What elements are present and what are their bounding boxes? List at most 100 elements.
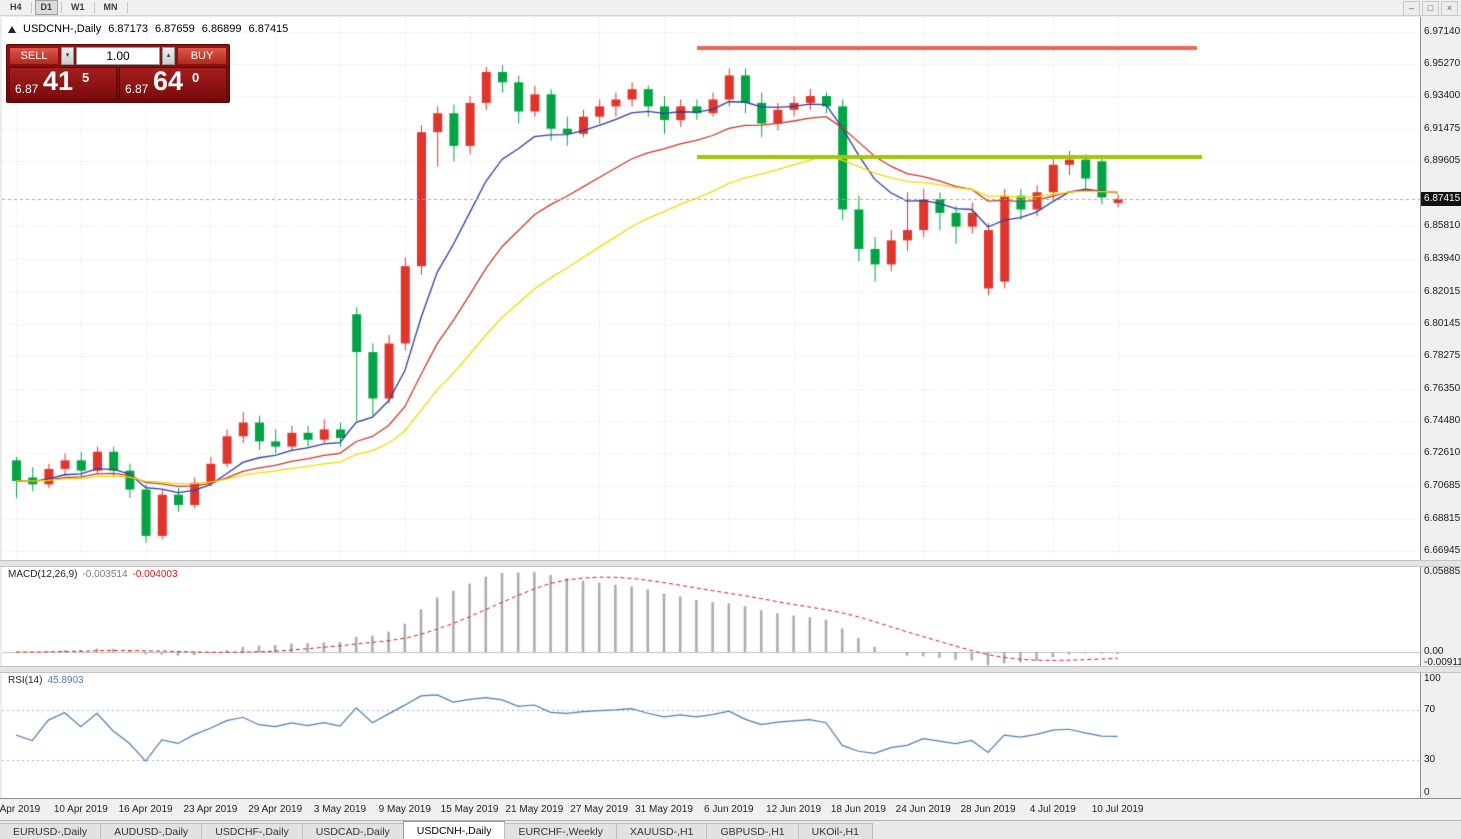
price-scale-label: 6.80145 — [1424, 317, 1461, 329]
price-scale-label: 6.91475 — [1424, 123, 1461, 135]
timeframe-button-d1[interactable]: D1 — [34, 0, 59, 15]
buy-price-display[interactable]: 6.87 64 0 — [119, 66, 227, 100]
price-scale-label: 6.89605 — [1424, 155, 1461, 167]
price-scale-label: 6.95270 — [1424, 57, 1461, 69]
volume-increase-icon[interactable]: ▴ — [162, 47, 175, 65]
macd-scale-label: -0.009116 — [1424, 657, 1461, 668]
price-scale-label: 6.72610 — [1424, 447, 1461, 459]
price-scale-label: 6.93400 — [1424, 90, 1461, 102]
date-axis-label: 27 May 2019 — [570, 804, 629, 815]
chart-tab-ukoil-h1[interactable]: UKOil-,H1 — [797, 823, 873, 839]
close-icon[interactable]: × — [1441, 1, 1458, 16]
buy-price-prefix: 6.87 — [125, 82, 149, 96]
date-axis-label: 24 Jun 2019 — [895, 804, 951, 815]
date-axis-label: 6 Jun 2019 — [704, 804, 754, 815]
toolbar-separator — [126, 2, 128, 13]
chart-header: USDCNH-,Daily 6.87173 6.87659 6.86899 6.… — [8, 23, 288, 35]
trade-prices-row: 6.87 41 5 6.87 64 0 — [9, 66, 227, 100]
sell-price-pipette: 5 — [82, 70, 90, 85]
date-axis-label: 15 May 2019 — [440, 804, 499, 815]
buy-price-pipette: 0 — [192, 70, 200, 85]
one-click-trading-panel: SELL ▾ ▴ BUY 6.87 41 5 6.87 64 0 — [6, 44, 230, 103]
panel-splitter[interactable] — [0, 560, 1461, 567]
price-scale-label: 6.83940 — [1424, 252, 1461, 264]
chart-tab-bar: EURUSD-,Daily AUDUSD-,Daily USDCHF-,Daily U… — [0, 820, 1461, 839]
macd-scale-label: 0.058851 — [1424, 566, 1461, 577]
rsi-scale-label: 100 — [1424, 673, 1441, 684]
date-axis-label: 31 May 2019 — [635, 804, 693, 815]
price-scale-label: 6.85810 — [1424, 220, 1461, 232]
price-scale-label: 6.70685 — [1424, 480, 1461, 492]
date-axis-label: 10 Jul 2019 — [1091, 804, 1144, 815]
restore-icon[interactable]: □ — [1422, 1, 1439, 16]
timeframe-button-mn[interactable]: MN — [103, 2, 118, 12]
chart-tab-eurusd-daily[interactable]: EURUSD-,Daily — [0, 823, 102, 839]
date-axis-label: 23 Apr 2019 — [183, 804, 238, 815]
chart-tab-usdchf-daily[interactable]: USDCHF-,Daily — [201, 823, 303, 839]
ohlc-close: 6.87415 — [248, 23, 289, 35]
timeframe-toolbar: H4 D1 W1 MN – □ × — [0, 0, 1461, 16]
timeframe-button-w1[interactable]: W1 — [71, 2, 85, 12]
macd-scale-label: 0.00 — [1424, 646, 1444, 657]
rsi-scale-label: 70 — [1424, 703, 1436, 715]
chart-symbol-period: USDCNH-,Daily — [23, 23, 102, 35]
date-axis-label: 29 Apr 2019 — [248, 804, 303, 815]
rsi-indicator-canvas[interactable] — [2, 672, 1420, 798]
chart-tab-usdcnh-daily[interactable]: USDCNH-,Daily — [402, 821, 506, 839]
date-axis-label: 4 Jul 2019 — [1029, 804, 1076, 815]
macd-indicator-canvas[interactable] — [2, 566, 1420, 666]
panel-splitter[interactable] — [0, 666, 1461, 673]
date-axis-label: 9 May 2019 — [378, 804, 431, 815]
rsi-scale-label: 30 — [1424, 754, 1436, 766]
price-scale-label: 6.74480 — [1424, 415, 1461, 427]
date-axis-label: 4 Apr 2019 — [0, 804, 41, 815]
rsi-label: RSI(14) 45.8903 — [8, 675, 84, 686]
date-axis[interactable]: 4 Apr 2019 10 Apr 2019 16 Apr 2019 23 Apr 2… — [0, 798, 1461, 820]
chart-tab-eurchf-weekly[interactable]: EURCHF-,Weekly — [504, 823, 617, 839]
macd-main-value: -0.003514 — [82, 569, 128, 580]
rsi-value: 45.8903 — [47, 675, 84, 686]
timeframe-buttons: H4 D1 W1 MN — [3, 0, 130, 15]
buy-button[interactable]: BUY — [177, 47, 227, 65]
price-scale-label: 6.76350 — [1424, 383, 1461, 395]
chart-tab-audusd-daily[interactable]: AUDUSD-,Daily — [100, 823, 203, 839]
volume-input[interactable] — [76, 47, 160, 65]
window-controls: – □ × — [1403, 1, 1458, 16]
date-axis-label: 21 May 2019 — [505, 804, 564, 815]
timeframe-button-h4[interactable]: H4 — [10, 2, 22, 12]
rsi-scale-label: 0 — [1424, 787, 1430, 798]
price-scale-label: 6.66945 — [1424, 544, 1461, 556]
date-axis-label: 16 Apr 2019 — [118, 804, 173, 815]
sell-price-display[interactable]: 6.87 41 5 — [9, 66, 117, 100]
price-chart-canvas[interactable] — [2, 17, 1420, 560]
trade-controls-row: SELL ▾ ▴ BUY — [9, 47, 227, 65]
rsi-name: RSI(14) — [8, 675, 43, 686]
date-axis-label: 28 Jun 2019 — [960, 804, 1016, 815]
date-axis-label: 18 Jun 2019 — [830, 804, 886, 815]
chart-tab-xauusd-h1[interactable]: XAUUSD-,H1 — [615, 823, 708, 839]
price-scale[interactable]: 6.87415 6.97140 6.95270 6.93400 6.91475 6.89… — [1420, 17, 1461, 798]
minimize-icon[interactable]: – — [1403, 1, 1420, 16]
date-axis-label: 10 Apr 2019 — [53, 804, 108, 815]
price-scale-label: 6.82015 — [1424, 285, 1461, 297]
volume-decrease-icon[interactable]: ▾ — [61, 47, 74, 65]
toolbar-separator — [93, 2, 95, 13]
ohlc-open: 6.87173 — [108, 23, 148, 35]
ohlc-low: 6.86899 — [201, 23, 242, 35]
ohlc-high: 6.87659 — [155, 23, 195, 35]
price-scale-label: 6.68815 — [1424, 512, 1461, 524]
macd-signal-value: -0.004003 — [132, 569, 178, 580]
price-scale-label: 6.97140 — [1424, 25, 1461, 37]
sell-price-big-digits: 41 — [43, 66, 74, 96]
macd-label: MACD(12,26,9) -0.003514 -0.004003 — [8, 569, 178, 580]
chart-tab-gbpusd-h1[interactable]: GBPUSD-,H1 — [706, 823, 799, 839]
toolbar-separator — [30, 2, 32, 13]
date-axis-label: 3 May 2019 — [313, 804, 367, 815]
sell-button[interactable]: SELL — [9, 47, 59, 65]
chart-symbol-icon — [8, 25, 16, 33]
sell-price-prefix: 6.87 — [15, 82, 39, 96]
toolbar-separator — [61, 2, 63, 13]
price-scale-label: 6.78275 — [1424, 349, 1461, 361]
chart-tab-usdcad-daily[interactable]: USDCAD-,Daily — [301, 823, 404, 839]
buy-price-big-digits: 64 — [153, 66, 184, 96]
